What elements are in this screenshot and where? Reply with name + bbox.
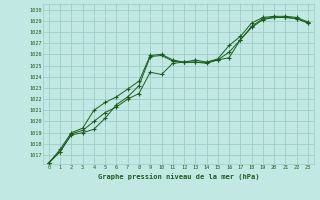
X-axis label: Graphe pression niveau de la mer (hPa): Graphe pression niveau de la mer (hPa) [98, 173, 259, 180]
